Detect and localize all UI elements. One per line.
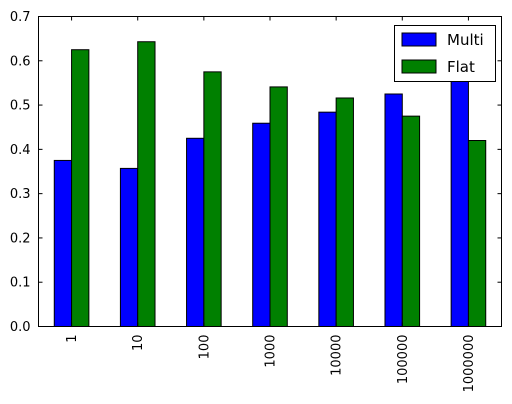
bar-flat-10: [137, 41, 156, 328]
y-tick-label: 0.7: [10, 10, 31, 25]
legend-label-multi: Multi: [447, 31, 484, 49]
x-tick-label: 100000: [396, 335, 411, 385]
bar-flat-1000000: [467, 140, 487, 327]
y-tick-label: 0.0: [10, 320, 31, 335]
bar-multi-10: [119, 167, 139, 327]
y-tick-label: 0.2: [10, 231, 31, 246]
legend-swatch-multi: [401, 32, 437, 47]
axis-ticks: [38, 16, 502, 327]
legend: Multi Flat: [394, 25, 496, 82]
legend-label-flat: Flat: [447, 58, 475, 76]
bar-multi-10000: [318, 111, 337, 327]
bar-multi-1000000: [450, 69, 469, 327]
bars-layer: [53, 41, 487, 328]
y-tick-label: 0.6: [10, 54, 31, 69]
y-tick-label: 0.3: [10, 187, 31, 202]
x-axis-tick-labels: 1 10 100 1000 10000 100000 1000000: [65, 335, 477, 393]
x-tick-label: 10000: [330, 335, 345, 376]
x-tick-label: 100: [197, 335, 212, 360]
bar-multi-1000: [252, 122, 271, 328]
y-tick-label: 0.5: [10, 99, 31, 114]
x-tick-label: 1000000: [462, 335, 477, 393]
y-tick-label: 0.1: [10, 276, 31, 291]
bar-multi-100: [186, 137, 205, 327]
bar-flat-1000: [269, 86, 288, 327]
y-axis-tick-labels: 0.0 0.1 0.2 0.3 0.4 0.5 0.6 0.7: [10, 10, 31, 335]
y-tick-label: 0.4: [10, 143, 31, 158]
x-tick-label: 1000: [264, 335, 279, 368]
x-tick-label: 10: [131, 335, 146, 352]
bar-flat-100: [203, 71, 222, 327]
bar-flat-1: [71, 49, 90, 328]
x-tick-label: 1: [65, 335, 80, 343]
bar-flat-10000: [335, 97, 354, 327]
legend-swatch-flat: [401, 59, 437, 74]
bar-flat-100000: [401, 115, 421, 327]
bar-multi-1: [53, 159, 73, 327]
bar-multi-100000: [384, 93, 403, 327]
